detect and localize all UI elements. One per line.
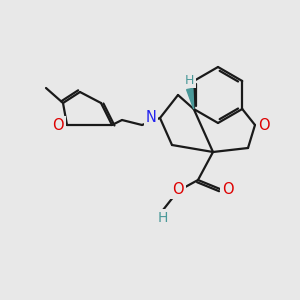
Text: O: O xyxy=(52,118,64,133)
Text: O: O xyxy=(222,182,234,196)
Text: H: H xyxy=(185,74,194,86)
Text: O: O xyxy=(258,118,270,133)
Text: N: N xyxy=(146,110,156,125)
Text: O: O xyxy=(172,182,184,197)
Text: H: H xyxy=(158,211,168,225)
Polygon shape xyxy=(187,88,194,109)
